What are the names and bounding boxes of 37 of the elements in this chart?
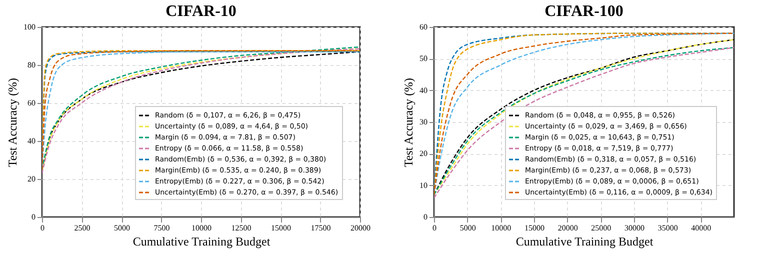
y-tick-label: 20 xyxy=(28,174,36,184)
y-tick-label: 0 xyxy=(32,212,36,222)
y-tick-label: 0 xyxy=(424,212,428,222)
y-tick-label: 20 xyxy=(420,149,428,158)
x-tick-label: 0 xyxy=(432,224,436,232)
y-tick-label: 50 xyxy=(420,54,428,64)
y-tick-label: 80 xyxy=(28,60,36,70)
y-tick-label: 10 xyxy=(420,180,428,190)
x-tick-label: 40000 xyxy=(691,224,712,232)
x-tick-label: 20000 xyxy=(350,224,370,232)
x-tick-label: 35000 xyxy=(658,224,678,232)
x-tick-label: 17500 xyxy=(310,224,331,232)
x-tick-label: 7500 xyxy=(154,224,170,232)
x-tick-label: 10000 xyxy=(192,224,212,232)
x-tick-label: 2500 xyxy=(74,224,90,232)
y-axis-title: Test Accuracy (%) xyxy=(6,78,20,168)
x-tick-label: 12500 xyxy=(231,224,252,232)
y-tick-label: 40 xyxy=(28,136,36,146)
x-tick-label: 25000 xyxy=(591,224,612,232)
x-tick-label: 5000 xyxy=(460,224,476,232)
chart-title: CIFAR-100 xyxy=(544,3,624,20)
x-tick-label: 0 xyxy=(40,224,44,232)
y-tick-label: 100 xyxy=(24,22,36,32)
x-tick-label: 15000 xyxy=(524,224,544,232)
x-axis-title: Cumulative Training Budget xyxy=(132,234,271,248)
y-tick-label: 60 xyxy=(420,22,428,32)
x-tick-label: 5000 xyxy=(114,224,130,232)
y-tick-label: 30 xyxy=(420,118,428,126)
chart-title: CIFAR-10 xyxy=(166,3,236,20)
x-axis-title: Cumulative Training Budget xyxy=(516,234,654,248)
y-tick-label: 60 xyxy=(28,98,36,108)
y-axis-title: Test Accuracy (%) xyxy=(402,78,416,168)
x-tick-label: 15000 xyxy=(271,224,291,232)
x-tick-label: 30000 xyxy=(624,224,644,232)
y-tick-label: 40 xyxy=(420,86,428,95)
x-tick-label: 20000 xyxy=(558,224,578,232)
x-tick-label: 10000 xyxy=(491,224,512,232)
